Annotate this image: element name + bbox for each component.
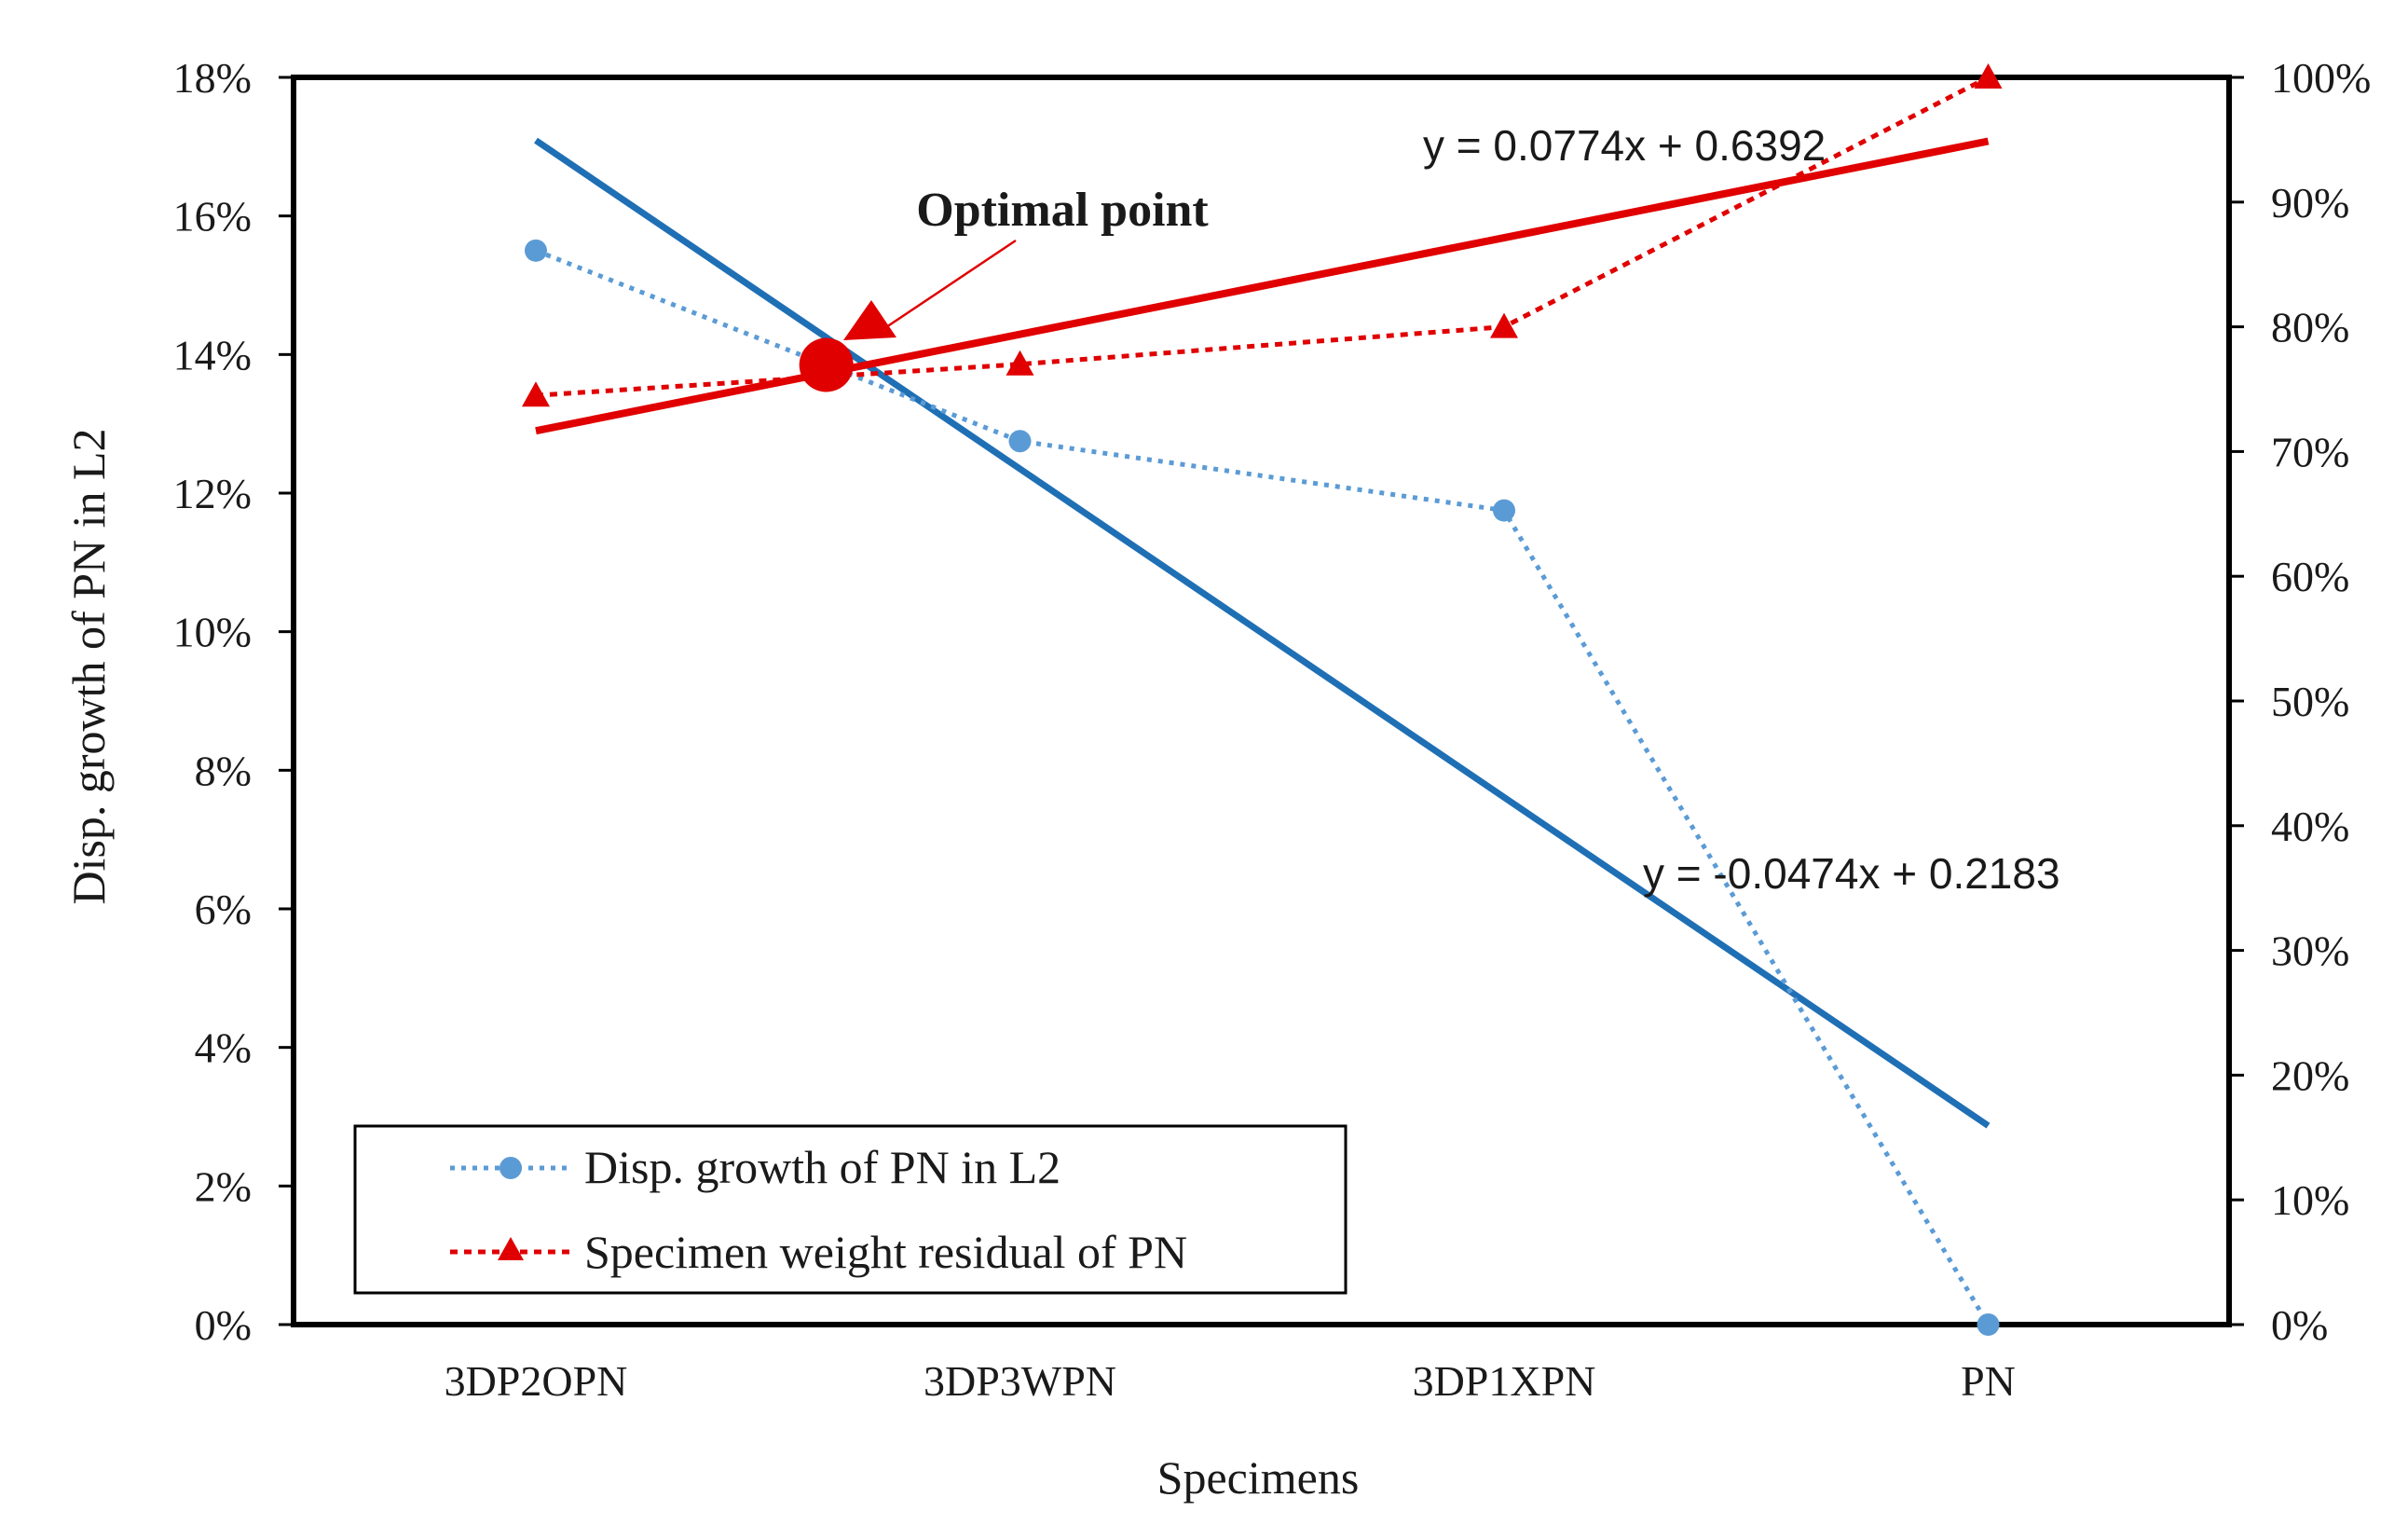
x-tick-label: 3DP3WPN xyxy=(924,1357,1116,1405)
data-point-weight-residual xyxy=(1974,63,2003,89)
right-tick-label: 0% xyxy=(2271,1301,2328,1349)
legend-marker-weight-residual xyxy=(498,1237,524,1260)
data-point-disp-growth xyxy=(1977,1313,2000,1336)
series-line-disp-growth xyxy=(535,248,1991,1326)
left-tick-label: 8% xyxy=(195,747,252,794)
right-axis: 0% 10% 20% 30% 40% 50% 60% 70% 80% 90% 100% xyxy=(2229,54,2371,1349)
left-axis: 0% 2% 4% 6% 8% 10% 12% 14% 16% 18% xyxy=(173,54,294,1349)
series-line-weight-residual xyxy=(535,75,1990,398)
data-point-disp-growth xyxy=(1008,430,1032,453)
trendline-equation-disp-growth: y = -0.0474x + 0.2183 xyxy=(1643,849,2060,898)
right-tick-label: 50% xyxy=(2271,678,2349,725)
optimal-point-arrowhead xyxy=(843,300,896,340)
trendline-weight-residual xyxy=(535,137,1990,435)
data-point-weight-residual xyxy=(522,381,550,407)
y-axis-title: Disp. growth of PN in L2 xyxy=(62,428,115,904)
left-tick-label: 16% xyxy=(173,193,252,240)
x-axis-title: Specimens xyxy=(1157,1451,1360,1504)
left-tick-label: 0% xyxy=(195,1301,252,1349)
right-tick-label: 60% xyxy=(2271,553,2349,600)
left-tick-label: 12% xyxy=(173,470,252,517)
trendline-equation-weight-residual: y = 0.0774x + 0.6392 xyxy=(1423,121,1826,170)
trendline-disp-growth xyxy=(534,137,1991,1129)
legend-label-disp-growth: Disp. growth of PN in L2 xyxy=(584,1141,1060,1193)
data-point-weight-residual xyxy=(1490,312,1518,338)
optimal-point-arrow-line xyxy=(880,239,1017,333)
left-tick-label: 18% xyxy=(173,54,252,102)
data-point-disp-growth xyxy=(1493,499,1515,522)
right-tick-label: 30% xyxy=(2271,927,2349,975)
legend-label-weight-residual: Specimen weight residual of PN xyxy=(584,1226,1187,1278)
series-markers-weight-residual xyxy=(522,63,2003,407)
series-markers-disp-growth xyxy=(525,239,2000,1336)
x-tick-label: 3DP1XPN xyxy=(1413,1357,1596,1405)
data-point-weight-residual xyxy=(1006,350,1034,376)
left-tick-label: 10% xyxy=(173,609,252,656)
right-tick-label: 10% xyxy=(2271,1176,2349,1224)
left-tick-label: 2% xyxy=(195,1162,252,1210)
x-axis: 3DP2OPN 3DP3WPN 3DP1XPN PN xyxy=(445,1357,2016,1405)
x-tick-label: 3DP2OPN xyxy=(445,1357,628,1405)
right-tick-label: 40% xyxy=(2271,803,2349,850)
right-tick-label: 90% xyxy=(2271,179,2349,227)
optimal-point-label: Optimal point xyxy=(916,184,1209,237)
right-tick-label: 80% xyxy=(2271,304,2349,351)
data-point-disp-growth xyxy=(525,239,547,262)
optimal-point-marker xyxy=(799,337,854,392)
left-tick-label: 4% xyxy=(195,1024,252,1072)
legend: Disp. growth of PN in L2 Specimen weight… xyxy=(353,1124,1348,1295)
x-tick-label: PN xyxy=(1961,1357,2016,1405)
left-tick-label: 14% xyxy=(173,331,252,378)
left-tick-label: 6% xyxy=(195,886,252,933)
legend-box xyxy=(353,1124,1348,1295)
legend-marker-disp-growth xyxy=(499,1157,522,1179)
right-tick-label: 70% xyxy=(2271,428,2349,475)
right-tick-label: 100% xyxy=(2271,54,2371,102)
right-tick-label: 20% xyxy=(2271,1051,2349,1099)
